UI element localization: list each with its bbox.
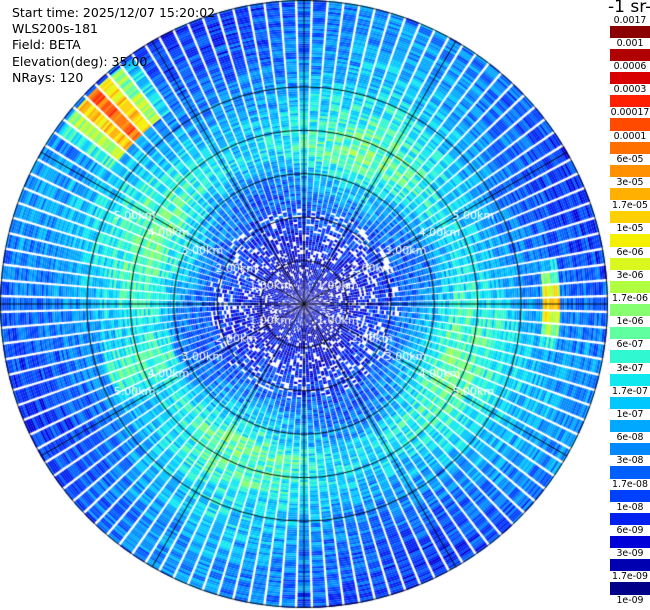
colorbar-tick-label: 1e-09 — [610, 594, 650, 606]
colorbar-tick-label: 1e-07 — [610, 408, 650, 420]
colorbar-tick-label: 6e-07 — [610, 339, 650, 351]
colorbar-tick-label: 0.0001 — [610, 130, 650, 142]
colorbar-tick-label: 1e-08 — [610, 501, 650, 513]
colorbar-tick-label: 1.7e-05 — [610, 200, 650, 212]
colorbar-tick-label: 6e-09 — [610, 524, 650, 536]
colorbar: 0.0017 0.001 0.0006 0.0003 0.00017 0.0001 6e-0… — [610, 14, 650, 606]
colorbar-tick-label: 0.001 — [610, 37, 650, 49]
colorbar-tick-label: 3e-09 — [610, 548, 650, 560]
colorbar-tick-label: 6e-05 — [610, 153, 650, 165]
colorbar-tick-label: 0.0006 — [610, 60, 650, 72]
colorbar-tick-label: 0.00017 — [610, 107, 650, 119]
nrays: NRays: 120 — [12, 69, 84, 85]
colorbar-tick-label: 0.0003 — [610, 84, 650, 96]
colorbar-tick-label: 3e-07 — [610, 362, 650, 374]
colorbar-tick-label: 3e-05 — [610, 176, 650, 188]
instrument-name: WLS200s-181 — [12, 21, 98, 37]
elevation: Elevation(deg): 35.00 — [12, 53, 148, 69]
start-time: Start time: 2025/12/07 15:20:02 — [12, 5, 216, 20]
colorbar-tick-label: 1.7e-09 — [610, 571, 650, 583]
colorbar-tick-label: 3e-08 — [610, 455, 650, 467]
colorbar-tick-label: 1.7e-07 — [610, 385, 650, 397]
colorbar-tick-label: 3e-06 — [610, 269, 650, 281]
colorbar-tick-label: 0.0017 — [610, 14, 650, 26]
header-info: Start time: 2025/12/07 15:20:02 WLS200s-… — [12, 5, 215, 86]
colorbar-tick-label: 1e-05 — [610, 223, 650, 235]
colorbar-tick-label: 6e-06 — [610, 246, 650, 258]
colorbar-tick-label: 1.7e-08 — [610, 478, 650, 490]
colorbar-tick-label: 1e-06 — [610, 316, 650, 328]
colorbar-tick-label: 1.7e-06 — [610, 292, 650, 304]
colorbar-title: -1 sr- — [608, 0, 650, 17]
colorbar-tick-label: 6e-08 — [610, 432, 650, 444]
field-name: Field: BETA — [12, 37, 81, 53]
